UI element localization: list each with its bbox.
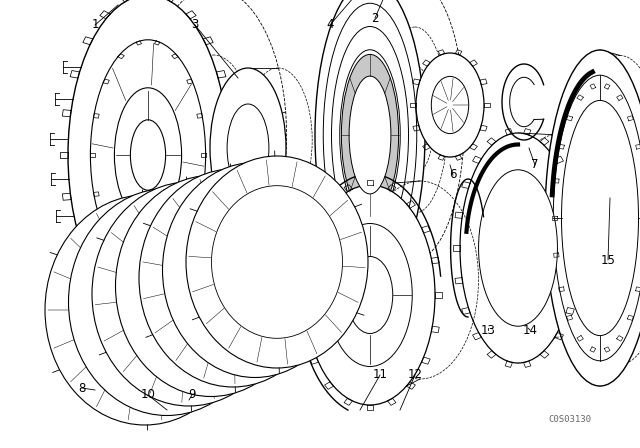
Text: 14: 14 <box>522 323 538 336</box>
Ellipse shape <box>92 182 286 406</box>
Text: 1: 1 <box>92 18 99 31</box>
Ellipse shape <box>186 156 368 368</box>
Ellipse shape <box>460 133 576 363</box>
Text: 15: 15 <box>600 254 616 267</box>
Ellipse shape <box>211 185 342 338</box>
Ellipse shape <box>45 195 245 425</box>
Ellipse shape <box>163 163 348 378</box>
Ellipse shape <box>561 100 639 336</box>
Ellipse shape <box>113 240 221 364</box>
Ellipse shape <box>545 50 640 386</box>
Text: 6: 6 <box>449 168 457 181</box>
Ellipse shape <box>479 170 557 326</box>
Text: 9: 9 <box>188 388 196 401</box>
Ellipse shape <box>119 213 259 375</box>
Ellipse shape <box>305 185 435 405</box>
Ellipse shape <box>315 0 425 290</box>
Text: C0S03130: C0S03130 <box>548 415 591 425</box>
Ellipse shape <box>115 88 182 222</box>
Ellipse shape <box>90 40 205 270</box>
Ellipse shape <box>159 225 264 347</box>
Ellipse shape <box>68 189 266 415</box>
Text: 12: 12 <box>408 369 422 382</box>
Ellipse shape <box>139 169 327 387</box>
Ellipse shape <box>210 68 286 228</box>
Ellipse shape <box>204 211 306 329</box>
Text: 7: 7 <box>531 159 539 172</box>
Ellipse shape <box>165 199 301 357</box>
Ellipse shape <box>227 104 269 192</box>
Text: 8: 8 <box>78 382 86 395</box>
Ellipse shape <box>68 0 228 315</box>
Text: 11: 11 <box>372 369 387 382</box>
Text: 10: 10 <box>141 388 156 401</box>
Ellipse shape <box>349 76 391 194</box>
Ellipse shape <box>73 227 217 393</box>
Ellipse shape <box>115 176 307 396</box>
Ellipse shape <box>416 53 484 157</box>
Ellipse shape <box>131 120 166 190</box>
Text: 13: 13 <box>481 323 495 336</box>
Ellipse shape <box>328 224 412 366</box>
Text: 4: 4 <box>326 18 333 31</box>
Text: 2: 2 <box>371 12 379 25</box>
Text: 3: 3 <box>191 18 198 31</box>
Ellipse shape <box>341 54 399 215</box>
Text: 5: 5 <box>301 271 308 284</box>
